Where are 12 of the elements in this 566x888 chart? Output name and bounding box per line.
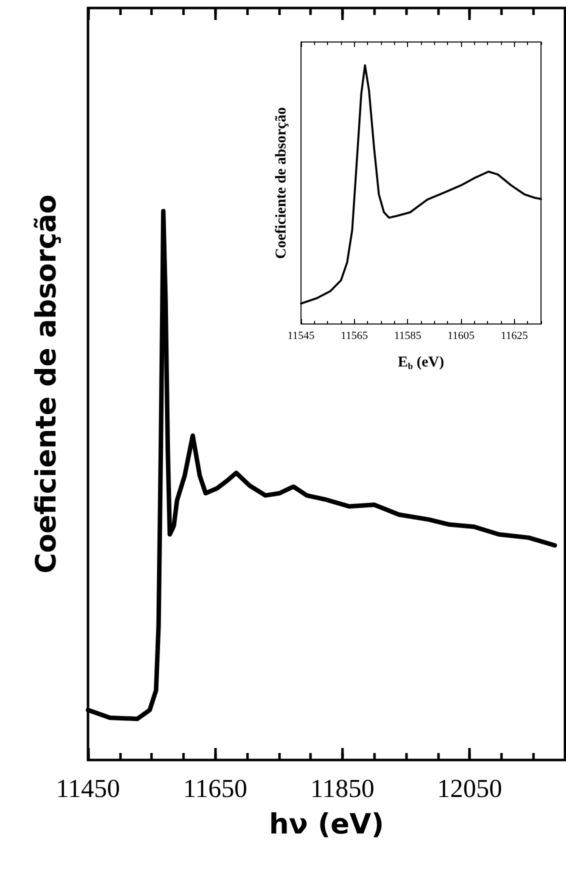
x-tick-label: 11625	[500, 330, 528, 342]
x-tick-label: 11565	[340, 330, 368, 342]
y-axis-title: Coeficiente de absorção	[30, 194, 62, 574]
x-tick-label: 11450	[56, 774, 120, 804]
x-tick-label: 11545	[287, 330, 316, 342]
x-tick-label: 11850	[310, 774, 374, 804]
x-tick-label: 11585	[394, 330, 422, 342]
x-tick-label: 11605	[447, 330, 476, 342]
x-tick-label: 11650	[183, 774, 248, 804]
y-axis-title: Coeficiente de absorção	[274, 107, 290, 259]
x-axis-title: hν (eV)	[268, 808, 384, 840]
x-tick-label: 12050	[437, 774, 502, 804]
